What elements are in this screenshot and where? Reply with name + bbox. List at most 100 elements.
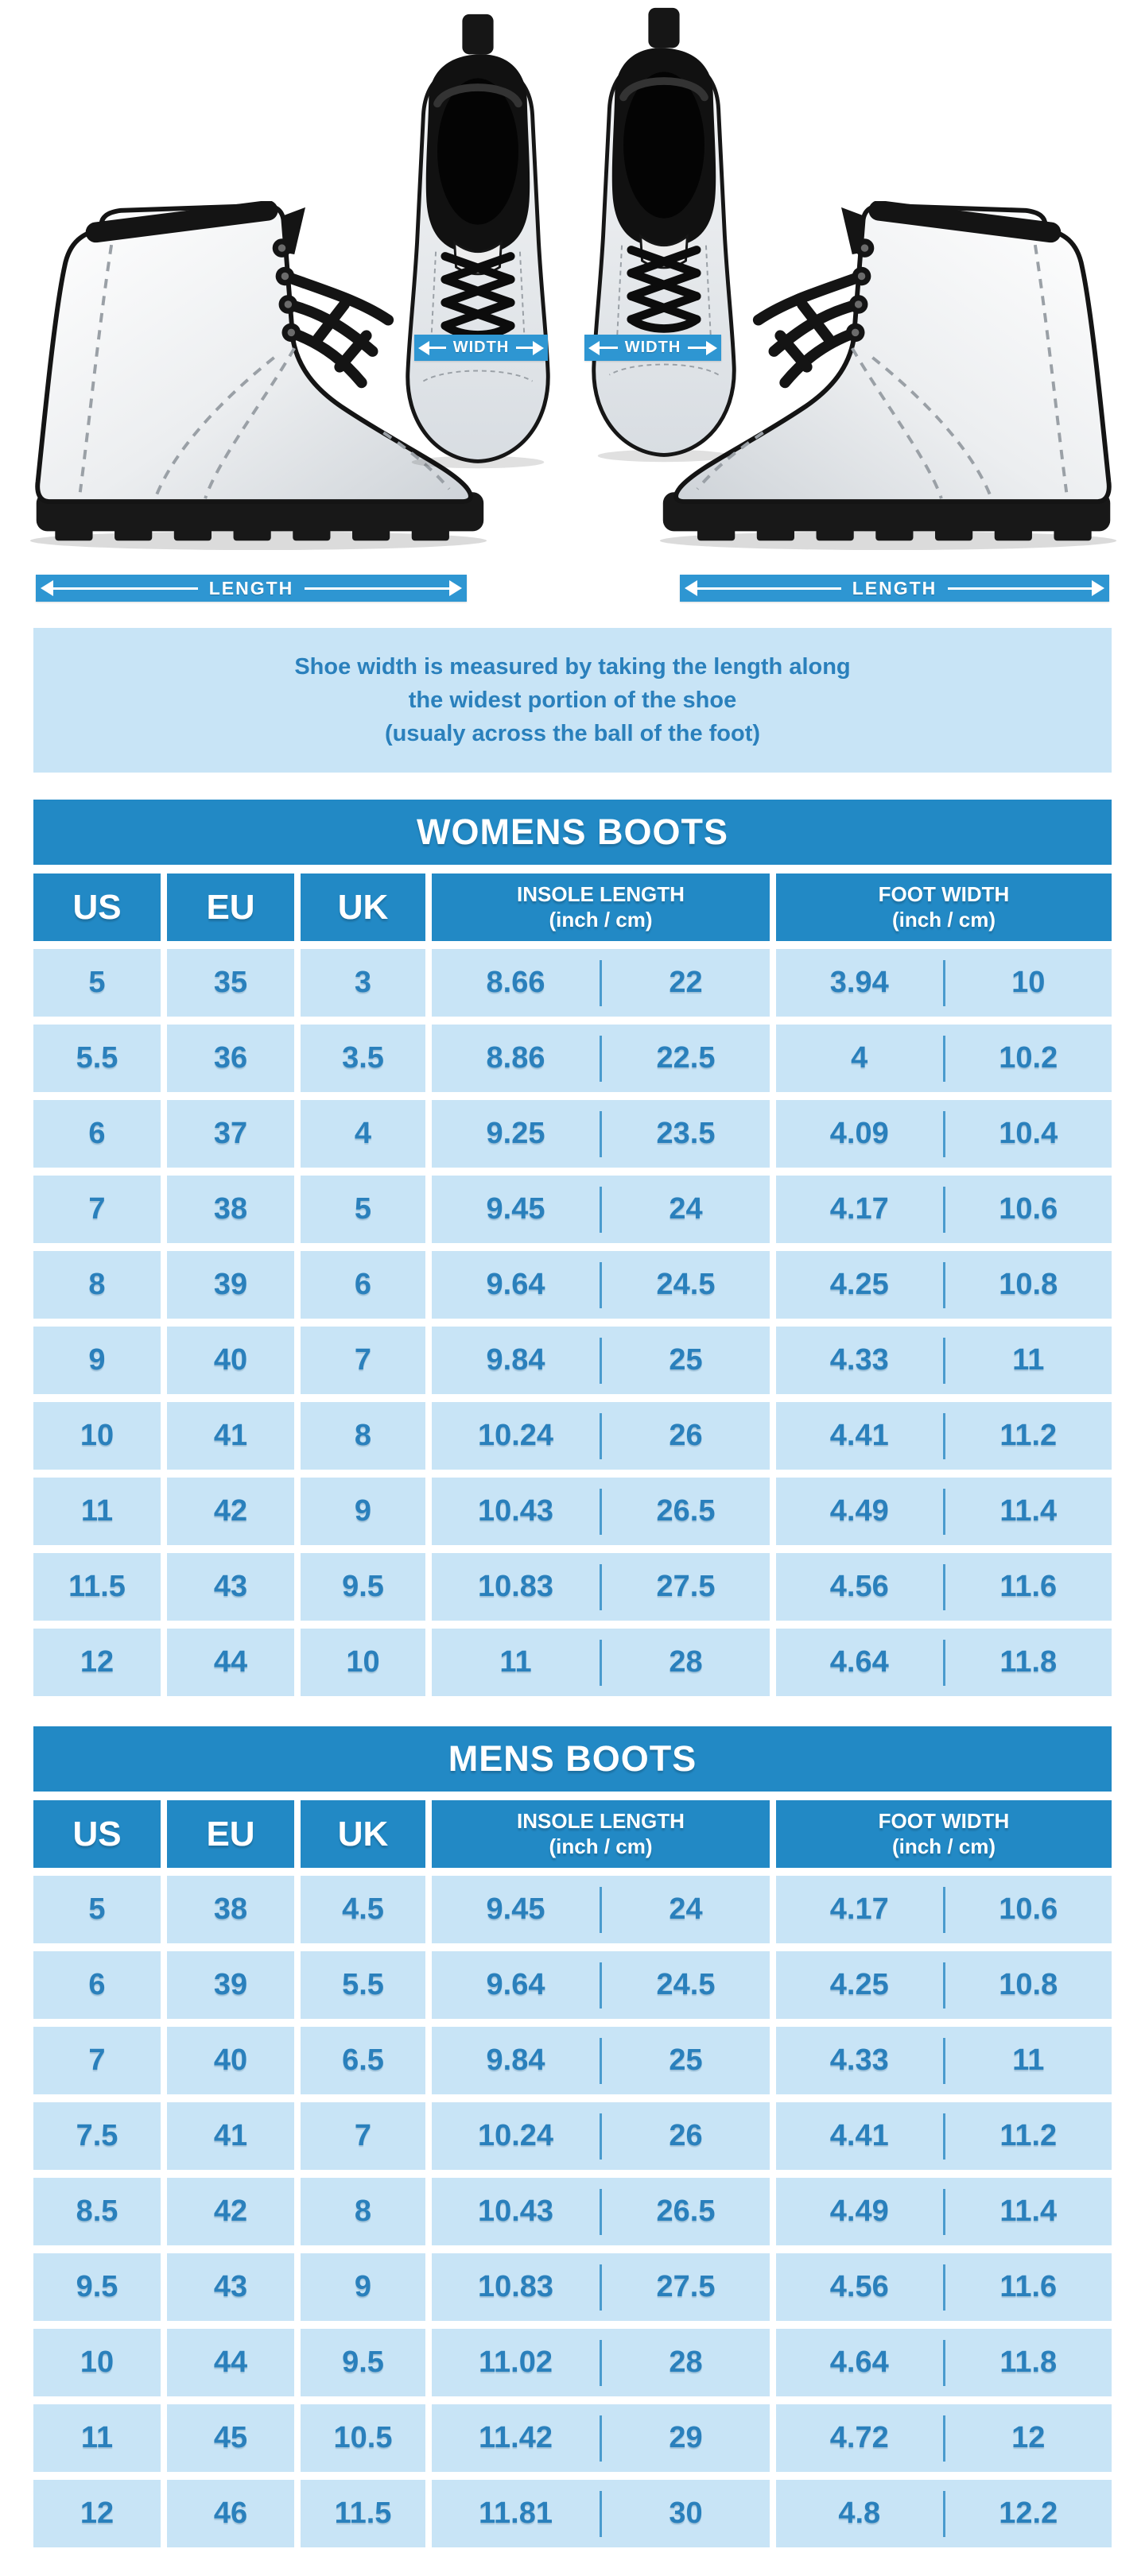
insole-length-cm: 26 — [669, 1419, 703, 1452]
cell-us-size: 11 — [33, 1478, 161, 1545]
cell-divider — [942, 2264, 945, 2311]
cell-us-size: 8.5 — [33, 2178, 161, 2245]
note-line-3: (usualy across the ball of the foot) — [384, 721, 761, 747]
table-row: 9 40 7 9.84 25 4.33 11 — [33, 1327, 1112, 1394]
insole-length-inches: 10.83 — [477, 1570, 554, 1603]
cell-divider — [600, 2188, 602, 2235]
cell-divider — [942, 2339, 945, 2386]
table-row: 5 38 4.5 9.45 24 4.17 10.6 — [33, 1876, 1112, 1943]
cell-divider — [942, 1412, 945, 1459]
cell-foot-width: 4.33 11 — [776, 1327, 1112, 1394]
cell-insole-length: 9.84 25 — [432, 1327, 770, 1394]
cell-foot-width: 4.09 10.4 — [776, 1100, 1112, 1168]
foot-width-cm: 10.6 — [999, 1192, 1058, 1226]
cell-foot-width: 4.41 11.2 — [776, 2102, 1112, 2170]
cell-eu-size: 39 — [167, 1251, 294, 1319]
cell-uk-size: 11.5 — [301, 2480, 425, 2547]
cell-foot-width: 4.41 11.2 — [776, 1402, 1112, 1470]
cell-insole-length: 9.25 23.5 — [432, 1100, 770, 1168]
insole-length-cm: 25 — [669, 2043, 703, 2077]
cell-foot-width: 3.94 10 — [776, 949, 1112, 1017]
insole-length-cm: 26 — [669, 2119, 703, 2152]
arrow-right-icon — [533, 340, 545, 355]
cell-eu-size: 35 — [167, 949, 294, 1017]
length-label: LENGTH — [852, 577, 937, 598]
insole-length-cm: 24 — [669, 1892, 703, 1926]
cell-foot-width: 4 10.2 — [776, 1025, 1112, 1092]
cell-insole-length: 11.02 28 — [432, 2329, 770, 2396]
cell-divider — [942, 1488, 945, 1535]
cell-divider — [942, 2113, 945, 2160]
cell-divider — [600, 2415, 602, 2462]
insole-length-inches: 9.25 — [486, 1117, 545, 1150]
cell-foot-width: 4.17 10.6 — [776, 1176, 1112, 1243]
cell-us-size: 7 — [33, 1176, 161, 1243]
cell-divider — [600, 959, 602, 1006]
insole-length-cm: 26.5 — [656, 2194, 716, 2228]
insole-length-inches: 10.24 — [477, 2119, 554, 2152]
header-foot-width-line1: FOOT WIDTH — [878, 1809, 1010, 1834]
table-row: 11 45 10.5 11.42 29 4.72 12 — [33, 2404, 1112, 2472]
cell-us-size: 9 — [33, 1327, 161, 1394]
foot-width-cm: 11.4 — [999, 2194, 1058, 2228]
insole-length-inches: 11 — [499, 1645, 532, 1679]
cell-divider — [600, 1412, 602, 1459]
width-label: WIDTH — [452, 339, 510, 356]
foot-width-inches: 4.41 — [829, 2119, 889, 2152]
cell-insole-length: 8.66 22 — [432, 949, 770, 1017]
table-row: 11.5 43 9.5 10.83 27.5 4.56 11.6 — [33, 1553, 1112, 1621]
foot-width-inches: 4.17 — [829, 1192, 889, 1226]
cell-eu-size: 44 — [167, 2329, 294, 2396]
mens-table-header-row: US EU UK INSOLE LENGTH (inch / cm) FOOT … — [33, 1800, 1112, 1868]
cell-us-size: 12 — [33, 2480, 161, 2547]
foot-width-cm: 12 — [1011, 2421, 1046, 2454]
cell-uk-size: 5.5 — [301, 1951, 425, 2019]
cell-uk-size: 9.5 — [301, 2329, 425, 2396]
header-us: US — [33, 1800, 161, 1868]
cell-insole-length: 9.64 24.5 — [432, 1951, 770, 2019]
insole-length-inches: 11.02 — [479, 2346, 553, 2379]
cell-divider — [600, 1886, 602, 1933]
foot-width-cm: 11 — [1012, 2043, 1045, 2077]
cell-divider — [942, 1563, 945, 1610]
cell-uk-size: 9.5 — [301, 1553, 425, 1621]
cell-divider — [600, 1639, 602, 1686]
insole-length-cm: 22.5 — [656, 1041, 716, 1075]
foot-width-cm: 10.8 — [999, 1968, 1058, 2001]
insole-length-cm: 23.5 — [656, 1117, 716, 1150]
cell-foot-width: 4.25 10.8 — [776, 1251, 1112, 1319]
cell-divider — [600, 1563, 602, 1610]
foot-width-cm: 10.8 — [999, 1268, 1058, 1301]
table-row: 7 40 6.5 9.84 25 4.33 11 — [33, 2027, 1112, 2094]
insole-length-cm: 29 — [669, 2421, 703, 2454]
foot-width-cm: 10.2 — [999, 1041, 1058, 1075]
header-insole-length-line1: INSOLE LENGTH — [517, 882, 685, 907]
cell-eu-size: 40 — [167, 1327, 294, 1394]
cell-eu-size: 41 — [167, 2102, 294, 2170]
arrow-right-icon — [1092, 580, 1104, 596]
cell-divider — [600, 2264, 602, 2311]
length-measure-bar-left: LENGTH — [36, 575, 467, 602]
cell-us-size: 6 — [33, 1951, 161, 2019]
foot-width-cm: 11.8 — [999, 2346, 1058, 2379]
cell-insole-length: 11.42 29 — [432, 2404, 770, 2472]
cell-foot-width: 4.56 11.6 — [776, 2253, 1112, 2321]
cell-uk-size: 8 — [301, 1402, 425, 1470]
table-row: 6 37 4 9.25 23.5 4.09 10.4 — [33, 1100, 1112, 1168]
foot-width-cm: 11.8 — [999, 1645, 1058, 1679]
table-row: 7 38 5 9.45 24 4.17 10.6 — [33, 1176, 1112, 1243]
table-row: 8 39 6 9.64 24.5 4.25 10.8 — [33, 1251, 1112, 1319]
cell-divider — [600, 1337, 602, 1384]
cell-us-size: 7.5 — [33, 2102, 161, 2170]
foot-width-inches: 4.56 — [829, 2270, 889, 2303]
womens-table-title: WOMENS BOOTS — [33, 800, 1112, 865]
foot-width-cm: 10.6 — [999, 1892, 1058, 1926]
table-row: 6 39 5.5 9.64 24.5 4.25 10.8 — [33, 1951, 1112, 2019]
cell-us-size: 12 — [33, 1629, 161, 1696]
header-foot-width-line2: (inch / cm) — [891, 1834, 996, 1858]
measure-line — [516, 347, 534, 349]
table-row: 8.5 42 8 10.43 26.5 4.49 11.4 — [33, 2178, 1112, 2245]
arrow-left-icon — [588, 340, 600, 355]
cell-uk-size: 6.5 — [301, 2027, 425, 2094]
header-insole-length-line2: (inch / cm) — [549, 907, 653, 932]
